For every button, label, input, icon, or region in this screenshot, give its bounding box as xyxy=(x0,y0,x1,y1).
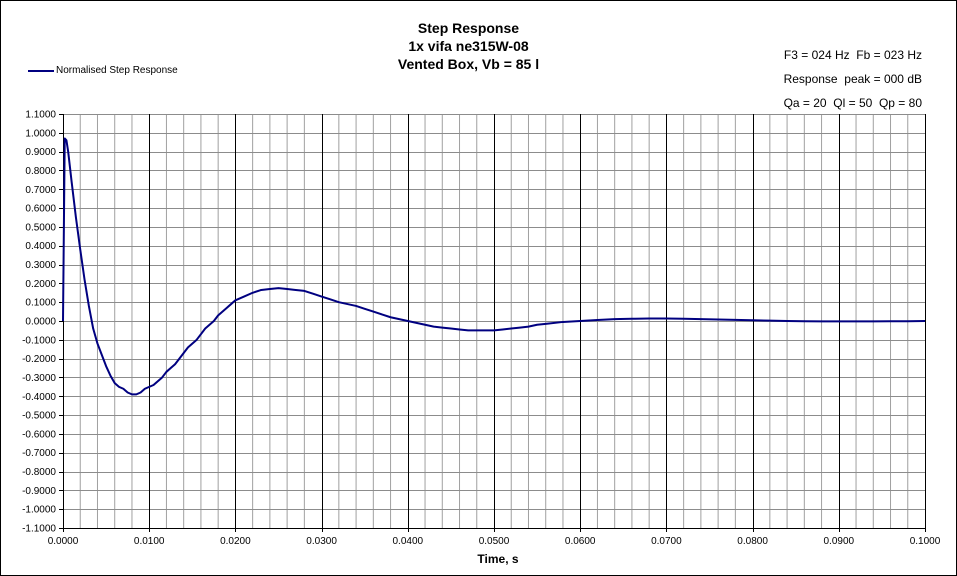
y-tick-label: -0.9000 xyxy=(22,486,56,497)
series-layer xyxy=(62,137,926,396)
chart-title-line-2: 1x vifa ne315W-08 xyxy=(408,38,529,54)
y-tick-label: -1.1000 xyxy=(22,524,56,535)
x-tick-label: 0.0300 xyxy=(306,536,337,547)
y-tick-label: 0.5000 xyxy=(25,222,56,233)
y-tick-labels: 1.1000 1.0000 0.9000 0.8000 0.7000 0.6000 0.50… xyxy=(22,110,56,535)
x-tick-label: 0.0700 xyxy=(651,536,682,547)
y-tick-label: 0.9000 xyxy=(25,147,56,158)
x-axis-title: Time, s xyxy=(477,552,518,566)
y-tick-label: -0.6000 xyxy=(22,429,56,440)
x-tick-label: 0.1000 xyxy=(910,536,941,547)
y-tick-label: 0.6000 xyxy=(25,204,56,215)
annotation-f3-fb: F3 = 024 Hz Fb = 023 Hz xyxy=(783,48,922,62)
x-tick-label: 0.0600 xyxy=(565,536,596,547)
y-tick-label: -0.4000 xyxy=(22,392,56,403)
y-tick-label: 0.8000 xyxy=(25,166,56,177)
parameter-annotations: F3 = 024 Hz Fb = 023 Hz Response peak = … xyxy=(784,43,922,115)
legend-line-swatch xyxy=(28,69,54,72)
y-tick-label: -0.7000 xyxy=(22,448,56,459)
y-tick-label: 0.7000 xyxy=(25,185,56,196)
annotation-q-values: Qa = 20 Ql = 50 Qp = 80 xyxy=(783,96,922,110)
axes xyxy=(59,114,926,532)
chart-title-line-3: Vented Box, Vb = 85 l xyxy=(397,56,540,72)
annotation-response-peak: Response peak = 000 dB xyxy=(783,72,922,86)
y-tick-label: 1.0000 xyxy=(25,128,56,139)
y-tick-label: -0.2000 xyxy=(22,354,56,365)
chart-title: Step Response 1x vifa ne315W-08 Vented B… xyxy=(1,19,936,73)
legend: Normalised Step Response xyxy=(28,65,178,76)
y-tick-label: -0.8000 xyxy=(22,467,56,478)
y-tick-label: -0.5000 xyxy=(22,411,56,422)
y-tick-label: 0.3000 xyxy=(25,260,56,271)
y-tick-label: -1.0000 xyxy=(22,505,56,516)
y-tick-label: -0.1000 xyxy=(22,335,56,346)
x-tick-labels: 0.0000 0.0100 0.0200 0.0300 0.0400 0.0500 0.06… xyxy=(48,536,941,547)
y-tick-label: 1.1000 xyxy=(25,110,56,121)
y-tick-label: 0.2000 xyxy=(25,279,56,290)
x-tick-label: 0.0400 xyxy=(393,536,424,547)
chart-title-line-1: Step Response xyxy=(417,20,520,36)
x-tick-label: 0.0500 xyxy=(479,536,510,547)
series-line-normalised-step-response xyxy=(62,137,926,396)
y-tick-label: 0.0000 xyxy=(25,317,56,328)
grid-lines xyxy=(63,114,926,529)
x-tick-label: 0.0800 xyxy=(737,536,768,547)
x-tick-label: 0.0200 xyxy=(220,536,251,547)
y-tick-label: 0.4000 xyxy=(25,241,56,252)
x-tick-label: 0.0100 xyxy=(134,536,165,547)
x-tick-label: 0.0000 xyxy=(48,536,79,547)
legend-label: Normalised Step Response xyxy=(56,65,178,76)
x-tick-label: 0.0900 xyxy=(824,536,855,547)
y-tick-label: -0.3000 xyxy=(22,373,56,384)
y-tick-label: 0.1000 xyxy=(25,298,56,309)
